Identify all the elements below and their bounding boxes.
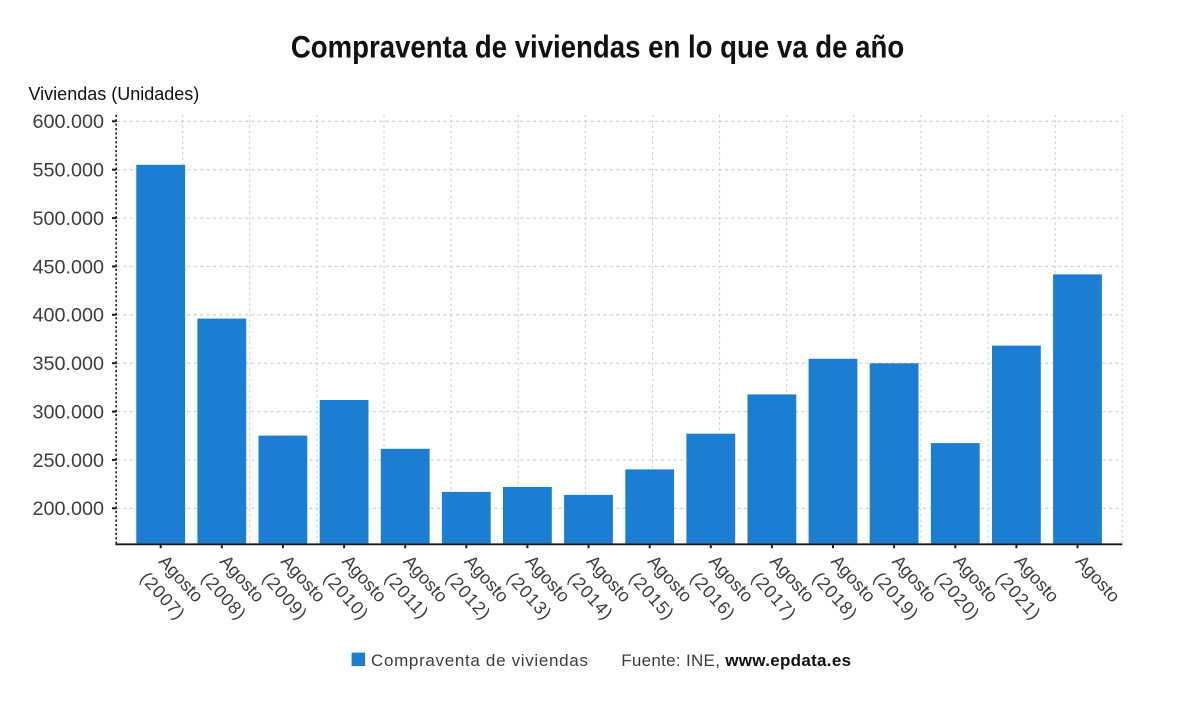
svg-text:Fuente: INE, www.epdata.es: Fuente: INE, www.epdata.es — [621, 651, 851, 670]
svg-text:500.000: 500.000 — [32, 208, 104, 230]
svg-text:Compraventa de viviendas en lo: Compraventa de viviendas en lo que va de… — [291, 30, 904, 65]
svg-text:300.000: 300.000 — [32, 401, 104, 423]
svg-text:600.000: 600.000 — [32, 111, 104, 133]
svg-text:Viviendas (Unidades): Viviendas (Unidades) — [29, 84, 200, 104]
svg-text:Compraventa de viviendas: Compraventa de viviendas — [371, 651, 589, 670]
svg-text:200.000: 200.000 — [32, 498, 104, 520]
svg-text:450.000: 450.000 — [32, 256, 104, 278]
svg-text:400.000: 400.000 — [32, 305, 104, 327]
svg-text:250.000: 250.000 — [32, 450, 104, 472]
svg-text:350.000: 350.000 — [32, 353, 104, 375]
svg-text:550.000: 550.000 — [32, 160, 104, 182]
